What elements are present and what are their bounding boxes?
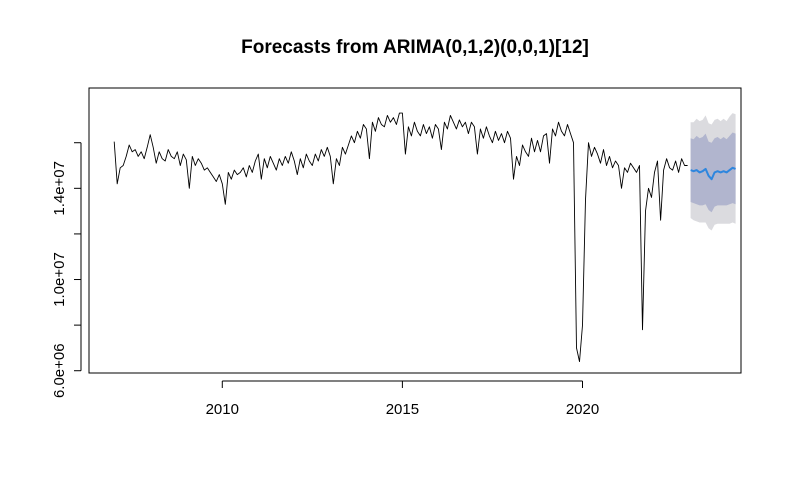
plot-frame	[88, 87, 742, 374]
x-tick-label: 2020	[566, 401, 599, 418]
y-tick-label: 6.0e+06	[51, 343, 68, 398]
x-tick-label: 2015	[386, 401, 419, 418]
x-tick-label: 2010	[206, 401, 239, 418]
forecast-mean-line	[690, 166, 736, 181]
pi80-band	[690, 132, 736, 213]
chart-title: Forecasts from ARIMA(0,1,2)(0,0,1)[12]	[241, 37, 589, 58]
y-axis: 6.0e+06 1.0e+07 1.4e+07	[51, 142, 82, 398]
x-axis: 2010 2015 2020	[206, 380, 599, 418]
series-layer	[113, 112, 736, 363]
prediction-interval-80	[690, 132, 736, 213]
observed-series-line	[113, 112, 688, 363]
y-tick-label: 1.0e+07	[51, 252, 68, 307]
y-tick-label: 1.4e+07	[51, 161, 68, 216]
